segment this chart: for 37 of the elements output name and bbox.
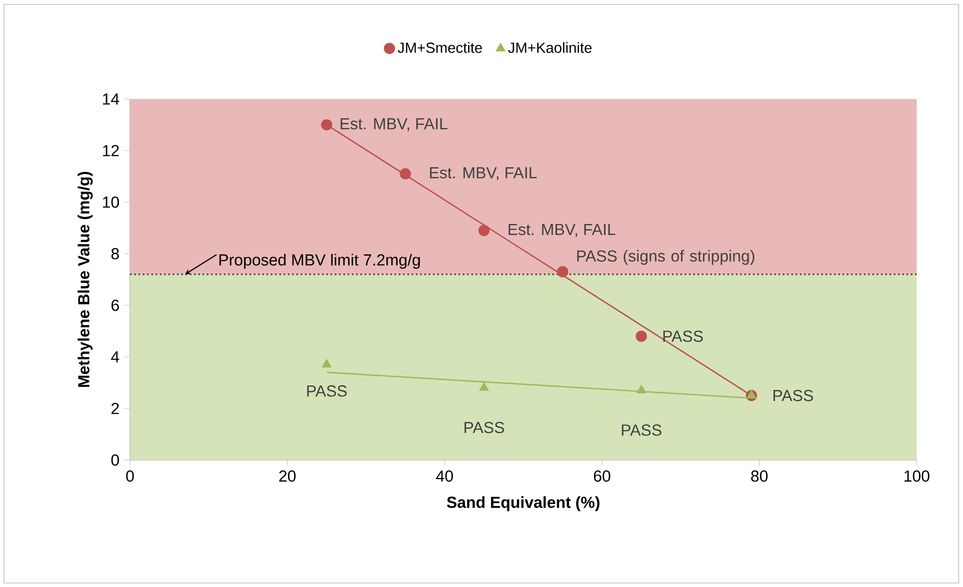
- y-tick-label: 12: [103, 144, 119, 156]
- x-tick-label: 60: [594, 470, 610, 482]
- point: [478, 224, 490, 236]
- annotation: PASS: [774, 390, 813, 402]
- annotation: PASS: [464, 422, 504, 434]
- annotation: PASS: [622, 424, 662, 436]
- x-tick-label: 80: [751, 470, 768, 482]
- y-tick-label: 6: [112, 300, 119, 311]
- point: [322, 358, 332, 368]
- point: [557, 266, 568, 278]
- annotation: PASS: [663, 330, 703, 342]
- point: [479, 382, 489, 391]
- x-tick-label: 40: [436, 470, 453, 482]
- x-tick-label: 20: [279, 470, 296, 482]
- x-axis-title: Sand Equivalent (%): [446, 496, 600, 512]
- point: [321, 119, 332, 130]
- annotation: PASS (signs of stripping): [577, 250, 754, 265]
- y-tick-label: 0: [111, 454, 119, 466]
- annotation: Est. MBV, FAIL: [508, 224, 616, 238]
- y-tick-label: 4: [111, 351, 120, 362]
- point: [400, 168, 411, 180]
- annotation: Est. MBV, FAIL: [340, 118, 448, 132]
- y-tick-label: 8: [111, 248, 119, 260]
- legend-label: JM+Smectite: [398, 42, 482, 53]
- y-tick-label: 10: [103, 196, 119, 208]
- x-tick-label: 100: [904, 470, 930, 482]
- ref-line-label: Proposed MBV limit 7.2mg/g: [219, 254, 420, 269]
- x-tick-label: 0: [126, 470, 134, 482]
- annotation: PASS: [307, 385, 347, 397]
- point: [746, 390, 756, 398]
- y-tick-label: 14: [103, 94, 120, 105]
- y-tick-label: 2: [112, 402, 119, 414]
- annotation: Est. MBV, FAIL: [430, 167, 537, 180]
- legend-label: JM+Kaolinite: [508, 42, 592, 53]
- point: [636, 330, 647, 342]
- point: [636, 384, 646, 394]
- y-axis-title: Methylene Blue Value (mg/g): [78, 172, 93, 387]
